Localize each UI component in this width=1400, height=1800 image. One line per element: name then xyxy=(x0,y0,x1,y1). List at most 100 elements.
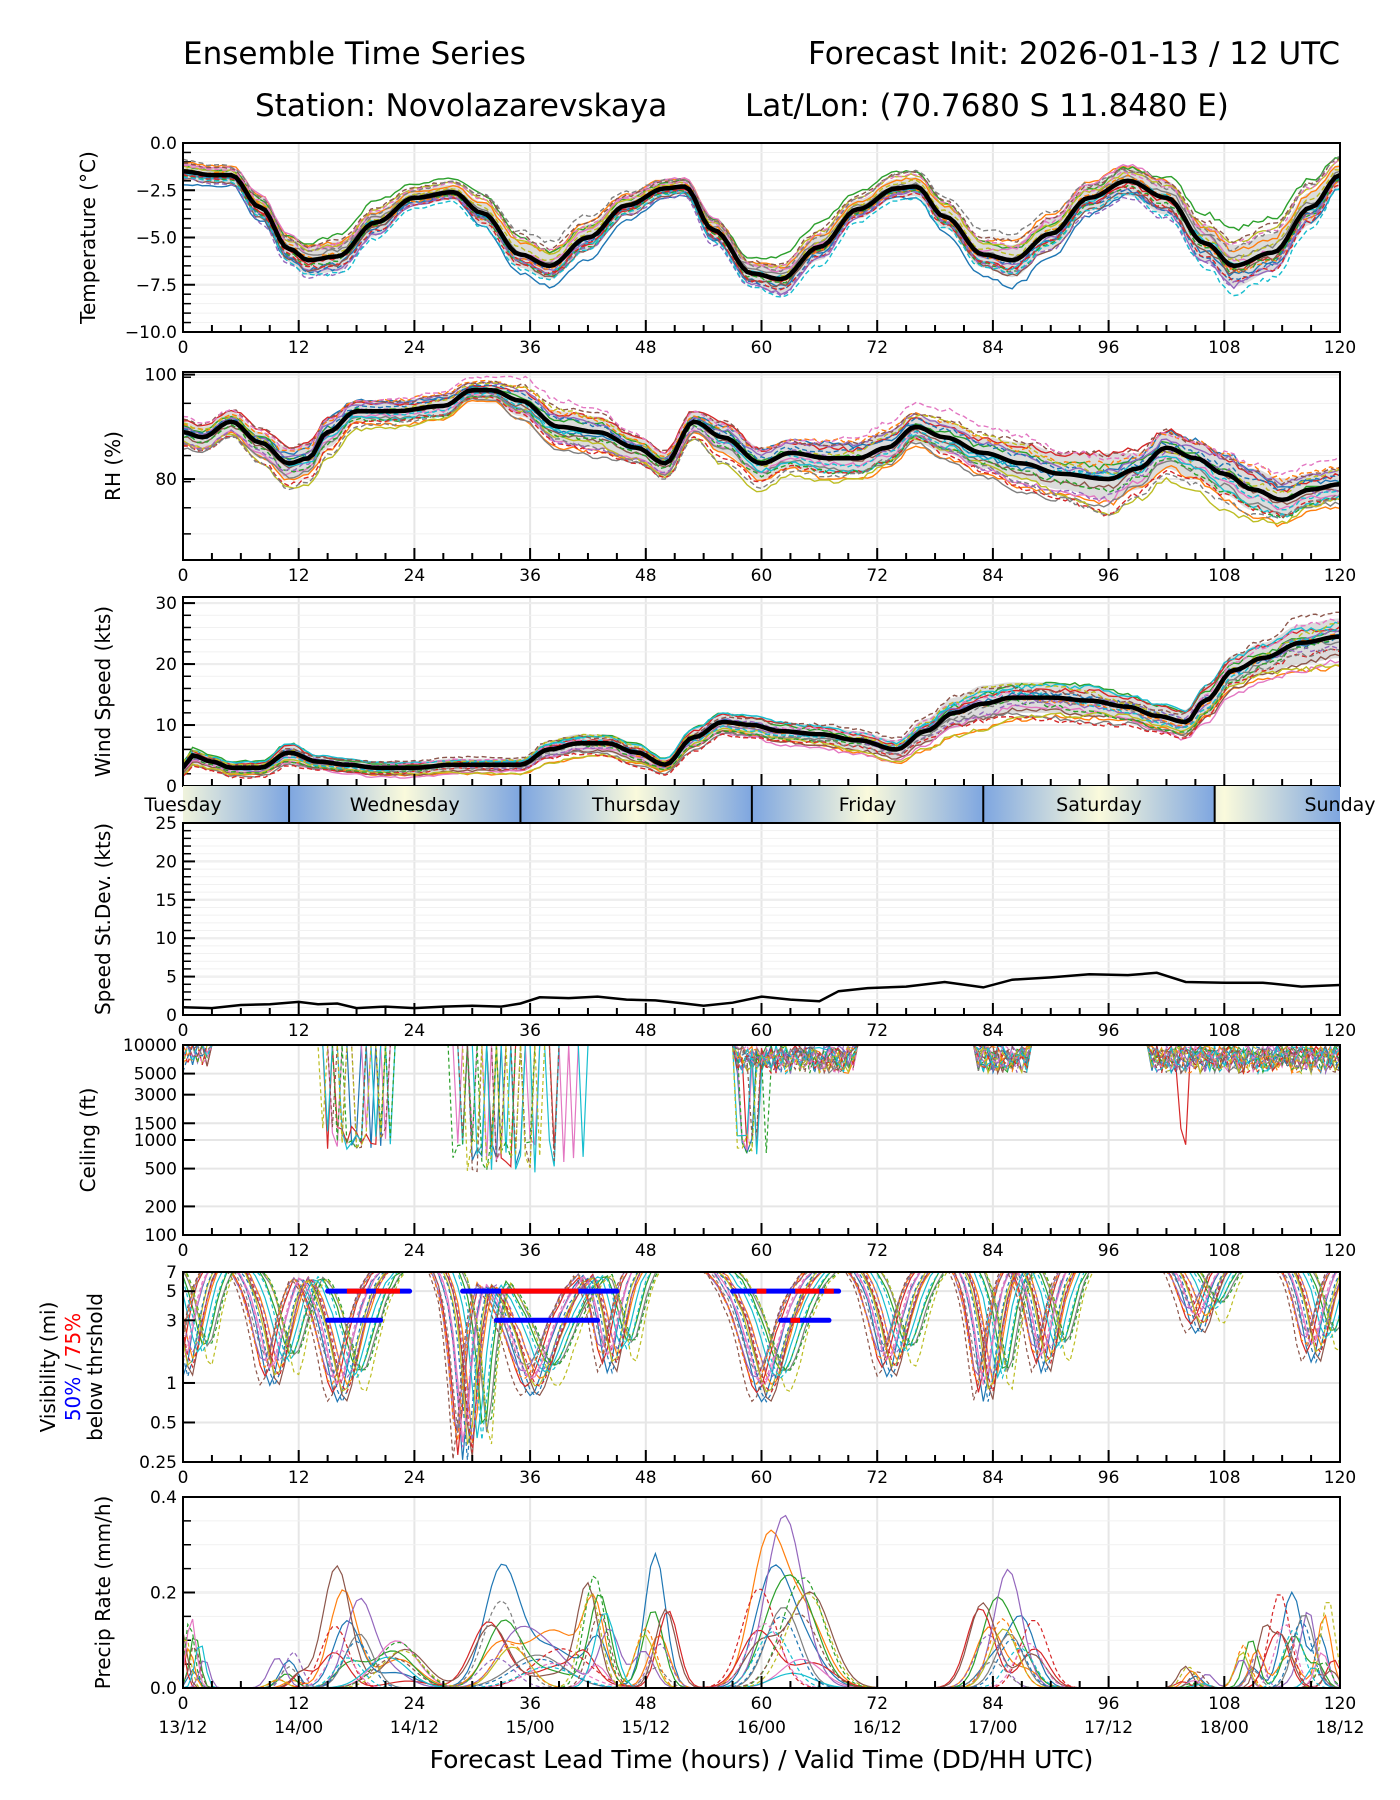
y-tick-label: 10000 xyxy=(123,1036,177,1056)
member-line xyxy=(183,1272,1340,1433)
x-tick-label-valid-time: 18/12 xyxy=(1316,1718,1365,1738)
y-tick-label: −5.0 xyxy=(136,229,177,249)
member-line xyxy=(183,395,1340,525)
member-traces xyxy=(183,1045,1340,1173)
day-band: Tuesday Wednesday Thursday Friday Saturday Su… xyxy=(143,786,1376,822)
y-axis-label: Visibility (mi) xyxy=(36,1302,60,1433)
y-tick-label: 0.0 xyxy=(150,1679,177,1699)
stdev-line xyxy=(183,971,1340,1010)
y-tick-label: 10 xyxy=(155,929,177,949)
y-tick-label: 25 xyxy=(155,814,177,834)
member-line xyxy=(183,1272,1336,1448)
member-line xyxy=(183,1272,1340,1460)
x-tick-label: 36 xyxy=(519,1694,541,1714)
x-tick-label: 12 xyxy=(288,566,310,586)
member-line xyxy=(185,1272,1340,1422)
y-axis-label: Wind Speed (kts) xyxy=(91,606,115,777)
member-line xyxy=(183,1529,1340,1688)
member-line xyxy=(183,394,1340,520)
x-tick-label: 24 xyxy=(404,1468,426,1488)
x-tick-label-valid-time: 15/12 xyxy=(621,1718,670,1738)
day-segment xyxy=(183,786,290,822)
x-tick-label: 72 xyxy=(866,566,888,586)
x-tick-label: 0 xyxy=(178,1021,189,1041)
x-tick-label: 24 xyxy=(404,338,426,358)
y-axis-label: Precip Rate (mm/h) xyxy=(91,1496,115,1690)
member-line xyxy=(183,1623,1340,1688)
member-line xyxy=(183,1272,1340,1440)
y-tick-label: 500 xyxy=(145,1160,177,1180)
x-tick-label: 96 xyxy=(1098,1468,1120,1488)
x-tick-label: 108 xyxy=(1208,1021,1240,1041)
member-line xyxy=(183,1045,1340,1173)
x-tick-label-valid-time: 18/00 xyxy=(1200,1718,1249,1738)
member-line xyxy=(183,1272,1332,1433)
x-tick-label-valid-time: 14/00 xyxy=(274,1718,323,1738)
y-tick-label: 5000 xyxy=(134,1065,177,1085)
x-tick-label: 120 xyxy=(1324,1468,1356,1488)
member-line xyxy=(183,157,1340,266)
x-tick-label: 12 xyxy=(288,338,310,358)
label-75pct: 75% xyxy=(61,1313,85,1357)
y-axis-label-below: below thrshold xyxy=(83,1293,107,1441)
panel-wind_speed: 30 20 10 0 Wind Speed (kts) xyxy=(91,594,1341,797)
member-traces xyxy=(183,155,1340,298)
x-tick-label: 36 xyxy=(519,1241,541,1261)
y-tick-label: −7.5 xyxy=(136,276,177,296)
x-tick-label: 24 xyxy=(404,1021,426,1041)
y-tick-label: 0.4 xyxy=(150,1488,177,1508)
label-50pct: 50% xyxy=(61,1377,85,1421)
member-line xyxy=(183,158,1340,270)
x-tick-label: 60 xyxy=(751,1241,773,1261)
x-tick-label: 72 xyxy=(866,1468,888,1488)
x-tick-label: 96 xyxy=(1098,566,1120,586)
x-tick-label: 36 xyxy=(519,1021,541,1041)
x-tick-label: 84 xyxy=(982,1468,1004,1488)
y-tick-label: 3000 xyxy=(134,1086,177,1106)
y-tick-label: 200 xyxy=(145,1197,177,1217)
member-line xyxy=(183,1629,1340,1688)
x-tick-label: 84 xyxy=(982,566,1004,586)
y-tick-label: 0 xyxy=(166,777,177,797)
y-tick-label: 15 xyxy=(155,891,177,911)
member-line xyxy=(183,1045,1340,1171)
y-tick-label: −2.5 xyxy=(136,181,177,201)
x-tick-label: 48 xyxy=(635,566,657,586)
y-tick-label: 0 xyxy=(166,1006,177,1026)
y-tick-label: 0.25 xyxy=(139,1453,177,1473)
x-tick-label: 84 xyxy=(982,338,1004,358)
label-sep: / xyxy=(61,1357,85,1376)
member-line xyxy=(183,1593,1340,1688)
x-tick-label: 60 xyxy=(751,1021,773,1041)
x-tick-label: 108 xyxy=(1208,566,1240,586)
day-label-wednesday: Wednesday xyxy=(350,794,460,816)
x-tick-label-valid-time: 13/12 xyxy=(159,1718,208,1738)
y-tick-label: 100 xyxy=(145,1226,177,1246)
ensemble-mean-line xyxy=(183,388,1340,503)
member-line xyxy=(183,1574,1340,1688)
member-line xyxy=(183,155,1340,273)
member-line xyxy=(183,611,1340,767)
member-line xyxy=(183,648,1340,779)
x-tick-label: 84 xyxy=(982,1694,1004,1714)
x-tick-label: 48 xyxy=(635,338,657,358)
x-tick-label: 108 xyxy=(1208,338,1240,358)
x-tick-label: 0 xyxy=(178,1468,189,1488)
ensemble-mean-line xyxy=(183,169,1340,282)
member-line xyxy=(183,380,1340,487)
x-tick-label: 72 xyxy=(866,1241,888,1261)
y-axis-label: Temperature (°C) xyxy=(76,151,100,325)
member-line xyxy=(183,1514,1340,1688)
member-line xyxy=(183,1588,1340,1688)
x-tick-label: 96 xyxy=(1098,1021,1120,1041)
x-tick-label: 12 xyxy=(288,1241,310,1261)
day-label-thursday: Thursday xyxy=(591,794,680,816)
member-line xyxy=(183,375,1340,476)
member-line xyxy=(183,395,1340,519)
x-tick-label: 24 xyxy=(404,566,426,586)
x-tick-label: 120 xyxy=(1324,566,1356,586)
member-traces xyxy=(183,375,1340,528)
y-axis-label: Ceiling (ft) xyxy=(76,1088,100,1193)
